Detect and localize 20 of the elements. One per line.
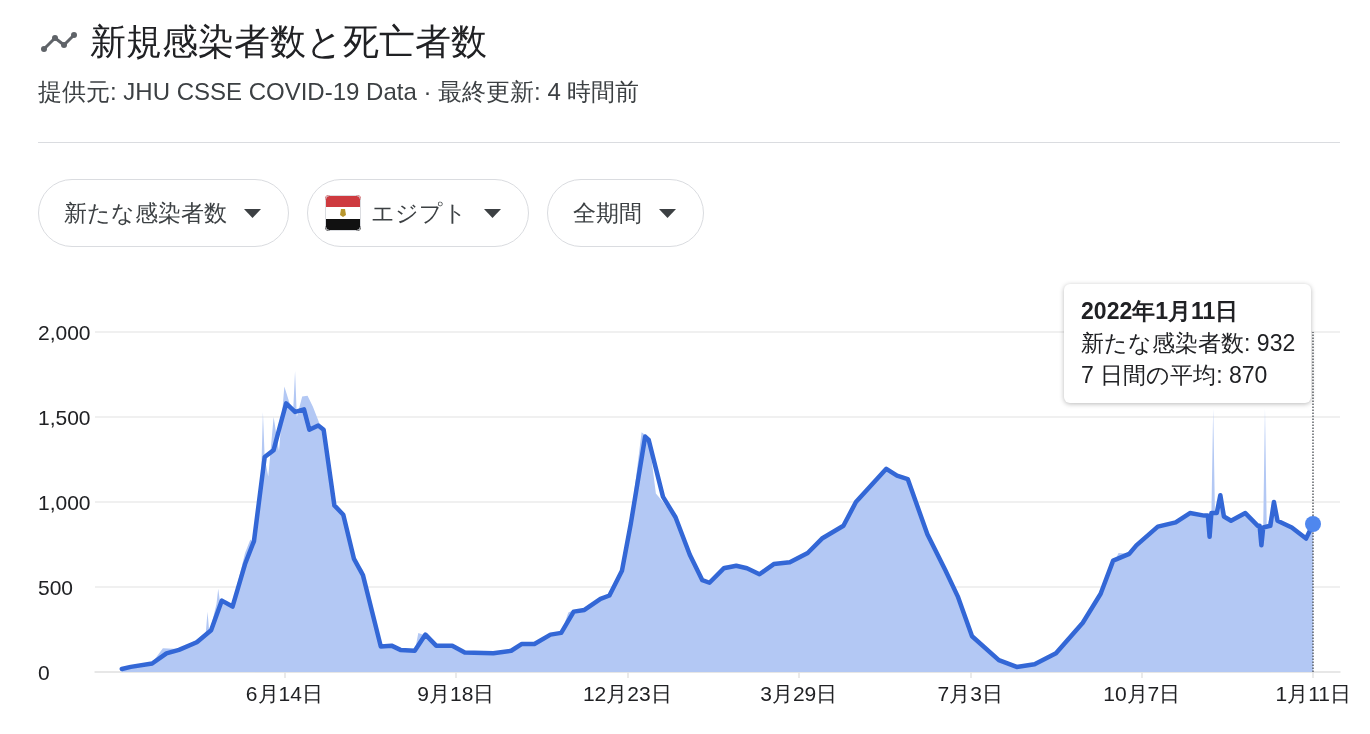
dropdown-button: 全期間 [547, 179, 704, 247]
x-tick-label: 3月29日 [760, 682, 838, 705]
tooltip: 2022年1月11日 新たな感染者数: 932 7 日間の平均: 870 [1064, 284, 1312, 403]
dropdown-button: エジプト [307, 179, 529, 247]
x-tick-label: 7月3日 [937, 682, 1003, 705]
x-tick-label: 10月7日 [1103, 682, 1181, 705]
dropdown-button: 新たな感染者数 [38, 179, 289, 247]
y-tick-label: 1,000 [38, 490, 91, 514]
x-tick-label: 12月23日 [582, 682, 672, 705]
x-tick-label: 6月14日 [245, 682, 323, 705]
y-tick-label: 0 [38, 660, 50, 684]
y-tick-label: 1,500 [38, 405, 91, 429]
chart-title: 新規感染者数と死亡者数 [90, 20, 487, 64]
x-tick-label: 1月11日 [1275, 682, 1351, 705]
x-tick-label: 9月18日 [417, 682, 495, 705]
y-tick-label: 500 [38, 575, 74, 599]
chart-subtitle: 提供元: JHU CSSE COVID-19 Data · 最終更新: 4 時間前 [38, 78, 640, 106]
annotation: 新たな感染者数: 932 [1081, 329, 1296, 358]
annotation: 7 日間の平均: 870 [1081, 361, 1269, 390]
y-tick-label: 2,000 [38, 320, 91, 344]
